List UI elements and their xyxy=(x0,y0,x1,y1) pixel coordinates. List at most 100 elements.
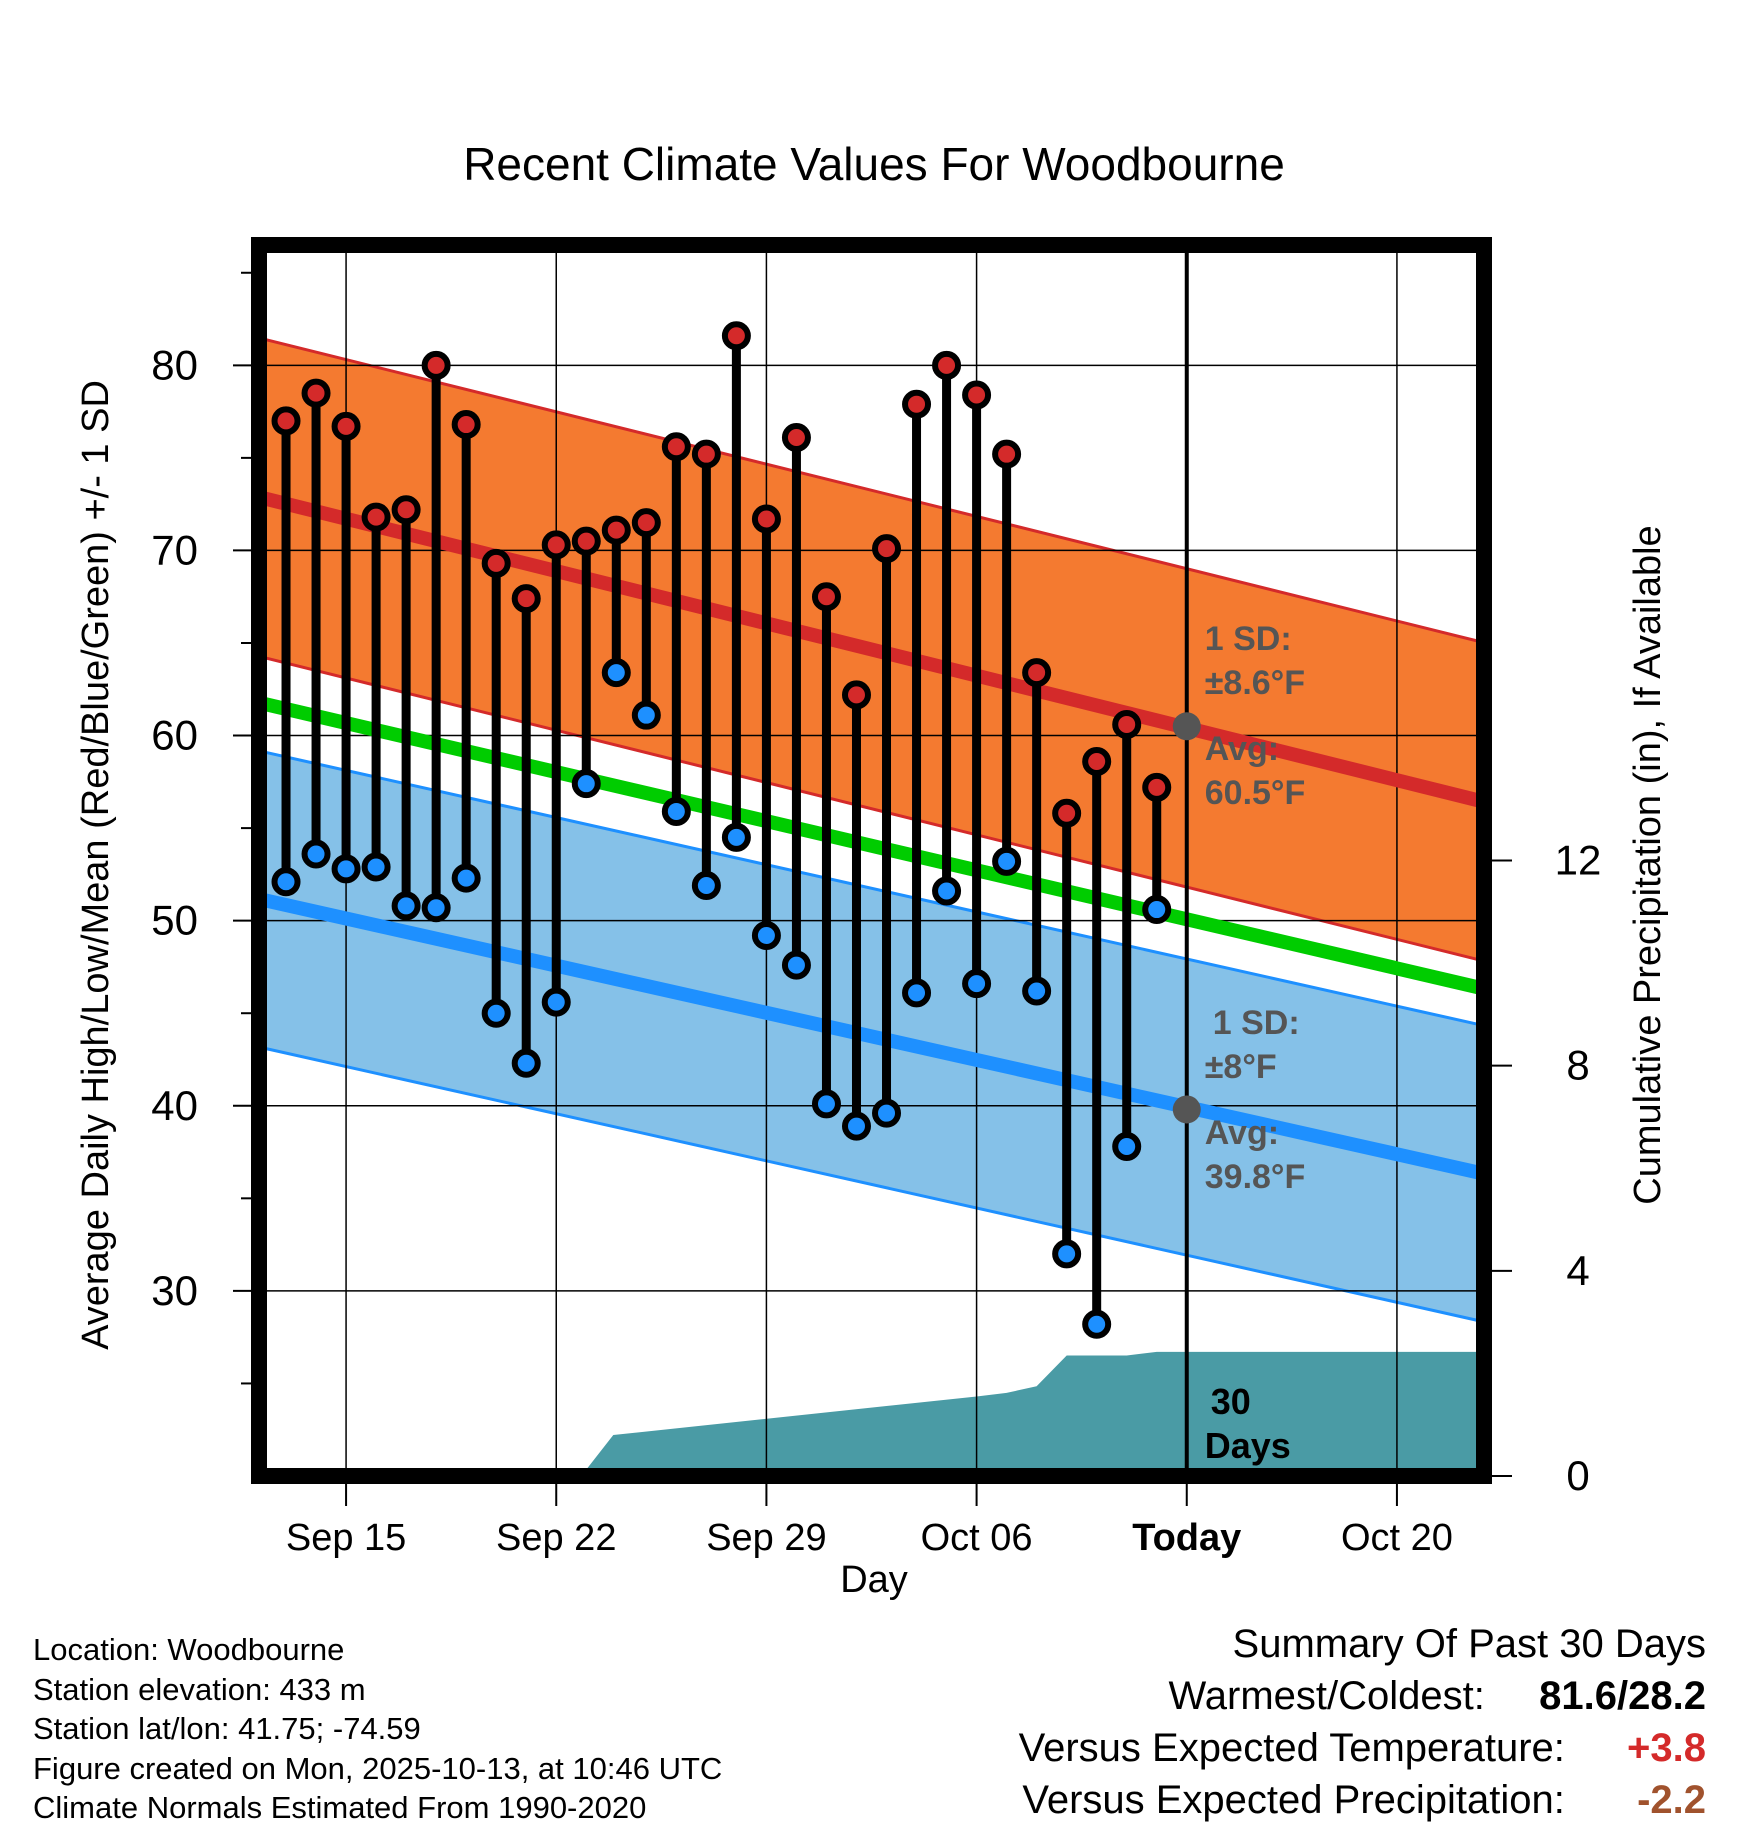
normals-text: Climate Normals Estimated From 1990-2020 xyxy=(33,1790,647,1825)
y2-axis-label: Cumulative Precipitation (in), If Availa… xyxy=(1627,525,1669,1204)
temp-value: +3.8 xyxy=(1627,1726,1706,1770)
today-high-avg-marker xyxy=(1172,712,1201,741)
daily-high-point xyxy=(631,508,661,538)
normal-low-line xyxy=(263,893,1480,1180)
daily-high-point xyxy=(811,582,841,612)
station-info: Location: Woodbourne Station elevation: … xyxy=(33,1630,722,1828)
precip-label: Versus Expected Precipitation: xyxy=(1022,1778,1565,1822)
daily-high-point xyxy=(841,680,871,710)
daily-high-point xyxy=(781,423,811,453)
daily-high-point xyxy=(1082,746,1112,776)
daily-high-point xyxy=(301,378,331,408)
daily-high-point xyxy=(1052,798,1082,828)
daily-low-point xyxy=(1082,1309,1112,1339)
y-tick-label: 70 xyxy=(151,526,198,573)
daily-high-point xyxy=(331,411,361,441)
daily-low-point xyxy=(811,1089,841,1119)
low-sd-label: 1 SD: xyxy=(1213,1004,1300,1042)
daily-high-point xyxy=(571,526,601,556)
y-tick-label: 60 xyxy=(151,712,198,759)
daily-high-point xyxy=(481,548,511,578)
elevation-text: Station elevation: 433 m xyxy=(33,1671,366,1707)
x-tick-label: Oct 06 xyxy=(921,1517,1033,1559)
y-axis: 30 40 50 60 70 80 xyxy=(151,271,251,1385)
x-tick-label: Oct 20 xyxy=(1341,1517,1453,1559)
daily-low-point xyxy=(751,920,781,950)
daily-high-point xyxy=(661,432,691,462)
y-tick-label: 40 xyxy=(151,1082,198,1129)
daily-low-point xyxy=(391,891,421,921)
created-text: Figure created on Mon, 2025-10-13, at 10… xyxy=(33,1750,723,1786)
high-sd-value: ±8.6°F xyxy=(1205,664,1305,702)
daily-high-point xyxy=(902,389,932,419)
summary-panel: Summary Of Past 30 Days Warmest/Coldest:… xyxy=(1019,1618,1706,1826)
x-tick-label: Sep 22 xyxy=(496,1517,616,1559)
daily-low-point xyxy=(331,854,361,884)
daily-low-point xyxy=(421,893,451,923)
precip-value: -2.2 xyxy=(1637,1778,1706,1822)
daily-high-point xyxy=(361,502,391,532)
daily-low-point xyxy=(902,978,932,1008)
daily-high-point xyxy=(872,534,902,564)
summary-temp: Versus Expected Temperature: +3.8 xyxy=(1019,1722,1706,1774)
y2-tick-label: 0 xyxy=(1566,1452,1589,1499)
daily-low-point xyxy=(992,846,1022,876)
daily-low-point xyxy=(691,870,721,900)
daily-high-point xyxy=(932,350,962,380)
climate-chart: Recent Climate Values For Woodbourne 1 S… xyxy=(75,138,1669,1601)
daily-low-point xyxy=(481,998,511,1028)
daily-low-point xyxy=(1112,1131,1142,1161)
daily-low-point xyxy=(1052,1239,1082,1269)
daily-high-point xyxy=(1022,658,1052,688)
daily-low-point xyxy=(841,1111,871,1141)
daily-high-point xyxy=(601,515,631,545)
daily-low-point xyxy=(361,852,391,882)
days-word-label: Days xyxy=(1205,1425,1291,1466)
daily-low-point xyxy=(661,796,691,826)
y2-tick-label: 4 xyxy=(1566,1247,1589,1294)
high-sd-upper-edge xyxy=(264,337,1479,643)
y2-tick-label: 8 xyxy=(1566,1042,1589,1089)
x-tick-label: Sep 29 xyxy=(706,1517,826,1559)
high-avg-value: 60.5°F xyxy=(1205,774,1306,812)
daily-high-point xyxy=(721,321,751,351)
summary-warm-cold: Warmest/Coldest: 81.6/28.2 xyxy=(1019,1670,1707,1722)
daily-high-point xyxy=(1112,709,1142,739)
y2-axis: 0 4 8 12 xyxy=(1492,837,1602,1499)
y-axis-label: Average Daily High/Low/Mean (Red/Blue/Gr… xyxy=(75,380,117,1350)
daily-high-point xyxy=(421,350,451,380)
y2-tick-label: 12 xyxy=(1555,837,1602,884)
precipitation-area xyxy=(265,1351,1478,1476)
daily-stems xyxy=(271,321,1172,1339)
daily-low-point xyxy=(1142,895,1172,925)
daily-high-point xyxy=(691,439,721,469)
low-avg-value: 39.8°F xyxy=(1205,1158,1306,1196)
daily-low-point xyxy=(1022,976,1052,1006)
plot-interior xyxy=(259,245,1484,1476)
daily-low-point xyxy=(301,839,331,869)
plot-area: 1 SD: ±8.6°F Avg: 60.5°F 1 SD: ±8°F Avg: 39.8°F… xyxy=(251,237,1492,1484)
chart-title: Recent Climate Values For Woodbourne xyxy=(463,138,1285,190)
daily-high-point xyxy=(1142,772,1172,802)
low-sd-value: ±8°F xyxy=(1205,1048,1277,1086)
warm-cold-value: 81.6/28.2 xyxy=(1539,1674,1706,1718)
daily-low-point xyxy=(631,700,661,730)
x-tick-label-today: Today xyxy=(1132,1517,1241,1559)
low-avg-label: Avg: xyxy=(1205,1114,1279,1152)
low-sd-lower-edge xyxy=(264,1046,1479,1322)
x-tick-label: Sep 15 xyxy=(286,1517,406,1559)
daily-high-point xyxy=(751,504,781,534)
daily-high-point xyxy=(451,410,481,440)
x-axis: Sep 15 Sep 22 Sep 29 Oct 06 Today Oct 20 xyxy=(286,1484,1453,1559)
daily-low-point xyxy=(271,867,301,897)
daily-low-point xyxy=(511,1048,541,1078)
plot-frame xyxy=(251,237,1492,1484)
today-low-avg-marker xyxy=(1172,1095,1201,1124)
y-tick-label: 50 xyxy=(151,897,198,944)
high-avg-label: Avg: xyxy=(1205,730,1279,768)
daily-low-point xyxy=(872,1098,902,1128)
latlon-text: Station lat/lon: 41.75; -74.59 xyxy=(33,1711,421,1746)
x-axis-label: Day xyxy=(840,1559,908,1601)
daily-high-point xyxy=(391,495,421,525)
y-tick-label: 30 xyxy=(151,1267,198,1314)
